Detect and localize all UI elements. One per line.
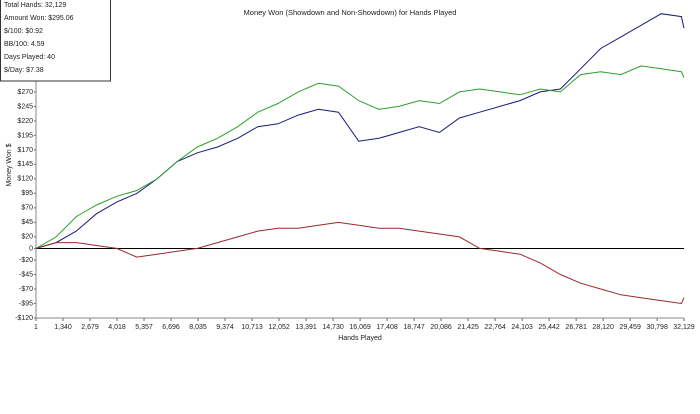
y-tick-label: $270 — [17, 89, 33, 96]
info-text: Amount Won: $295.06 — [4, 15, 74, 22]
x-tick-label: 4,018 — [108, 324, 126, 331]
y-tick-label: -$20 — [19, 257, 33, 264]
y-tick-label: -$70 — [19, 286, 33, 293]
y-tick-label: $20 — [21, 234, 33, 241]
info-text: Total Hands: 32,129 — [4, 2, 66, 9]
x-tick-label: 5,357 — [135, 324, 153, 331]
y-tick-label: $170 — [17, 147, 33, 154]
x-tick-label: 13,391 — [295, 324, 317, 331]
chart-title: Money Won (Showdown and Non-Showdown) fo… — [244, 8, 457, 17]
y-tick-label: $220 — [17, 118, 33, 125]
x-tick-label: 21,425 — [457, 324, 479, 331]
x-tick-label: 26,781 — [565, 324, 587, 331]
x-tick-label: 12,052 — [268, 324, 290, 331]
y-tick-label: $120 — [17, 176, 33, 183]
info-text: Days Played: 40 — [4, 54, 55, 61]
y-tick-label: $195 — [17, 132, 33, 139]
x-tick-label: 9,374 — [216, 324, 234, 331]
x-tick-label: 1,340 — [54, 324, 72, 331]
y-axis-label: Money Won $ — [6, 143, 13, 186]
x-tick-label: 17,408 — [376, 324, 398, 331]
x-tick-label: 22,764 — [484, 324, 506, 331]
x-tick-label: 24,103 — [511, 324, 533, 331]
x-tick-label: 14,730 — [322, 324, 344, 331]
x-tick-label: 6,696 — [162, 324, 180, 331]
y-tick-label: -$45 — [19, 271, 33, 278]
y-tick-label: $245 — [17, 103, 33, 110]
x-tick-label: 29,459 — [619, 324, 641, 331]
x-tick-label: 1 — [34, 324, 38, 331]
x-tick-label: 25,442 — [538, 324, 560, 331]
info-text: $/Day: $7.38 — [4, 67, 44, 74]
series-line — [35, 13, 685, 249]
y-tick-label: 0 — [29, 245, 33, 252]
x-tick-label: 8,035 — [189, 324, 207, 331]
info-text: BB/100: 4.59 — [4, 41, 45, 48]
x-tick-label: 28,120 — [592, 324, 614, 331]
y-tick-label: $95 — [21, 190, 33, 197]
info-box — [0, 0, 111, 82]
x-tick-label: 16,069 — [349, 324, 371, 331]
series-line — [35, 221, 685, 305]
info-text: $/100: $0.92 — [4, 28, 43, 35]
x-tick-label: 18,747 — [403, 324, 425, 331]
x-tick-label: 20,086 — [430, 324, 452, 331]
y-tick-label: $70 — [21, 205, 33, 212]
series-line — [35, 65, 685, 249]
y-tick-label: -$120 — [15, 315, 33, 322]
x-tick-label: 10,713 — [241, 324, 263, 331]
x-tick-label: 2,679 — [81, 324, 99, 331]
x-axis-label: Hands Played — [338, 335, 382, 342]
y-tick-label: $45 — [21, 219, 33, 226]
x-tick-label: 30,798 — [646, 324, 668, 331]
x-tick-label: 32,129 — [673, 324, 695, 331]
y-tick-label: $145 — [17, 161, 33, 168]
y-tick-label: -$95 — [19, 300, 33, 307]
